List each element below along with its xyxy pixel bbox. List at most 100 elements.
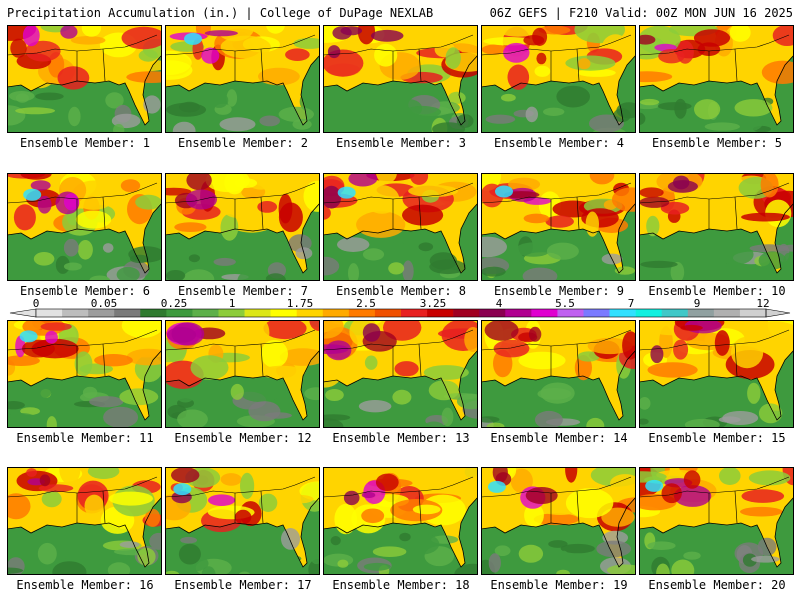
ensemble-member-label: Ensemble Member: 12 xyxy=(174,431,312,445)
colorbar-tick-label: 1 xyxy=(228,297,236,310)
ensemble-panel: Ensemble Member: 9 xyxy=(481,173,636,305)
colorbar-swatch xyxy=(166,309,193,317)
precip-map xyxy=(7,320,162,428)
ensemble-member-label: Ensemble Member: 15 xyxy=(648,431,786,445)
ensemble-member-label: Ensemble Member: 18 xyxy=(332,578,470,592)
ensemble-member-label: Ensemble Member: 20 xyxy=(648,578,786,592)
run-info: 06Z GEFS | F210 Valid: 00Z MON JUN 16 20… xyxy=(489,6,793,20)
ensemble-member-label: Ensemble Member: 5 xyxy=(651,136,783,150)
colorbar-max-arrow xyxy=(765,308,791,318)
precip-map xyxy=(165,25,320,133)
precip-map xyxy=(7,173,162,281)
ensemble-member-label: Ensemble Member: 14 xyxy=(490,431,628,445)
colorbar-swatch xyxy=(114,309,141,317)
ensemble-panel: Ensemble Member: 7 xyxy=(165,173,320,305)
colorbar-tick-label: 3.25 xyxy=(419,297,447,310)
colorbar-swatch xyxy=(479,309,506,317)
precip-map xyxy=(639,173,794,281)
precip-map xyxy=(639,25,794,133)
colorbar-swatch xyxy=(322,309,350,317)
precip-map xyxy=(481,467,636,575)
precip-map xyxy=(323,467,478,575)
colorbar-swatch xyxy=(374,309,402,317)
colorbar-swatch xyxy=(427,309,454,317)
colorbar-swatch xyxy=(453,309,480,317)
colorbar-swatch xyxy=(244,309,271,317)
colorbar-swatch xyxy=(713,309,741,317)
colorbar-swatch xyxy=(609,309,636,317)
ensemble-member-label: Ensemble Member: 10 xyxy=(648,284,786,298)
colorbar-swatch xyxy=(140,309,167,317)
colorbar-tick-label: 0 xyxy=(32,297,40,310)
ensemble-member-label: Ensemble Member: 2 xyxy=(177,136,309,150)
colorbar-min-arrow xyxy=(9,308,37,318)
ensemble-member-label: Ensemble Member: 13 xyxy=(332,431,470,445)
ensemble-member-label: Ensemble Member: 1 xyxy=(19,136,151,150)
ensemble-panel: Ensemble Member: 3 xyxy=(323,25,478,157)
colorbar-swatch xyxy=(88,309,115,317)
ensemble-panel: Ensemble Member: 1 xyxy=(7,25,162,157)
ensemble-member-label: Ensemble Member: 16 xyxy=(16,578,154,592)
ensemble-member-label: Ensemble Member: 3 xyxy=(335,136,467,150)
colorbar-swatch xyxy=(36,309,63,317)
precip-map xyxy=(481,320,636,428)
ensemble-member-label: Ensemble Member: 6 xyxy=(19,284,151,298)
precip-map xyxy=(323,25,478,133)
precip-map xyxy=(481,173,636,281)
colorbar-tick-label: 7 xyxy=(627,297,635,310)
ensemble-panel: Ensemble Member: 8 xyxy=(323,173,478,305)
colorbar-tick-label: 12 xyxy=(756,297,770,310)
precip-map xyxy=(7,467,162,575)
ensemble-panel: Ensemble Member: 10 xyxy=(639,173,794,305)
ensemble-panel: Ensemble Member: 5 xyxy=(639,25,794,157)
precip-map xyxy=(165,173,320,281)
ensemble-panel: Ensemble Member: 13 xyxy=(323,320,478,452)
colorbar-swatch xyxy=(635,309,663,317)
ensemble-member-label: Ensemble Member: 8 xyxy=(335,284,467,298)
precip-colorbar xyxy=(9,308,791,318)
colorbar-swatch xyxy=(557,309,584,317)
colorbar-tick-label: 0.05 xyxy=(90,297,118,310)
ensemble-member-label: Ensemble Member: 4 xyxy=(493,136,625,150)
ensemble-panel: Ensemble Member: 11 xyxy=(7,320,162,452)
precip-map xyxy=(323,320,478,428)
colorbar-swatch xyxy=(296,309,324,317)
colorbar-swatch xyxy=(62,309,89,317)
ensemble-panel: Ensemble Member: 18 xyxy=(323,467,478,599)
colorbar-tick-label: 4 xyxy=(495,297,503,310)
ensemble-panel: Ensemble Member: 14 xyxy=(481,320,636,452)
colorbar-swatch xyxy=(401,309,428,317)
ensemble-member-label: Ensemble Member: 17 xyxy=(174,578,312,592)
ensemble-panel: Ensemble Member: 6 xyxy=(7,173,162,305)
colorbar-tick-label: 0.25 xyxy=(160,297,188,310)
colorbar-swatch xyxy=(531,309,558,317)
precip-map xyxy=(165,320,320,428)
colorbar-swatch xyxy=(270,309,298,317)
precip-map xyxy=(165,467,320,575)
ensemble-member-label: Ensemble Member: 9 xyxy=(493,284,625,298)
precip-map xyxy=(7,25,162,133)
ensemble-panel: Ensemble Member: 2 xyxy=(165,25,320,157)
colorbar-tick-label: 1.75 xyxy=(286,297,314,310)
precip-map xyxy=(639,320,794,428)
colorbar-swatch xyxy=(687,309,715,317)
ensemble-member-label: Ensemble Member: 11 xyxy=(16,431,154,445)
ensemble-panel: Ensemble Member: 4 xyxy=(481,25,636,157)
ensemble-member-label: Ensemble Member: 7 xyxy=(177,284,309,298)
colorbar-swatch xyxy=(739,309,767,317)
colorbar-swatch xyxy=(218,309,245,317)
colorbar-swatch xyxy=(192,309,219,317)
colorbar-swatch xyxy=(505,309,532,317)
ensemble-panel: Ensemble Member: 16 xyxy=(7,467,162,599)
colorbar-swatch xyxy=(348,309,376,317)
ensemble-panel: Ensemble Member: 17 xyxy=(165,467,320,599)
colorbar-tick-label: 2.5 xyxy=(356,297,376,310)
colorbar-tick-label: 9 xyxy=(693,297,701,310)
precip-map xyxy=(323,173,478,281)
ensemble-panel: Ensemble Member: 12 xyxy=(165,320,320,452)
ensemble-member-label: Ensemble Member: 19 xyxy=(490,578,628,592)
colorbar-swatch xyxy=(661,309,689,317)
ensemble-panel: Ensemble Member: 19 xyxy=(481,467,636,599)
colorbar-tick-label: 5.5 xyxy=(555,297,575,310)
page-title: Precipitation Accumulation (in.) | Colle… xyxy=(7,6,434,20)
